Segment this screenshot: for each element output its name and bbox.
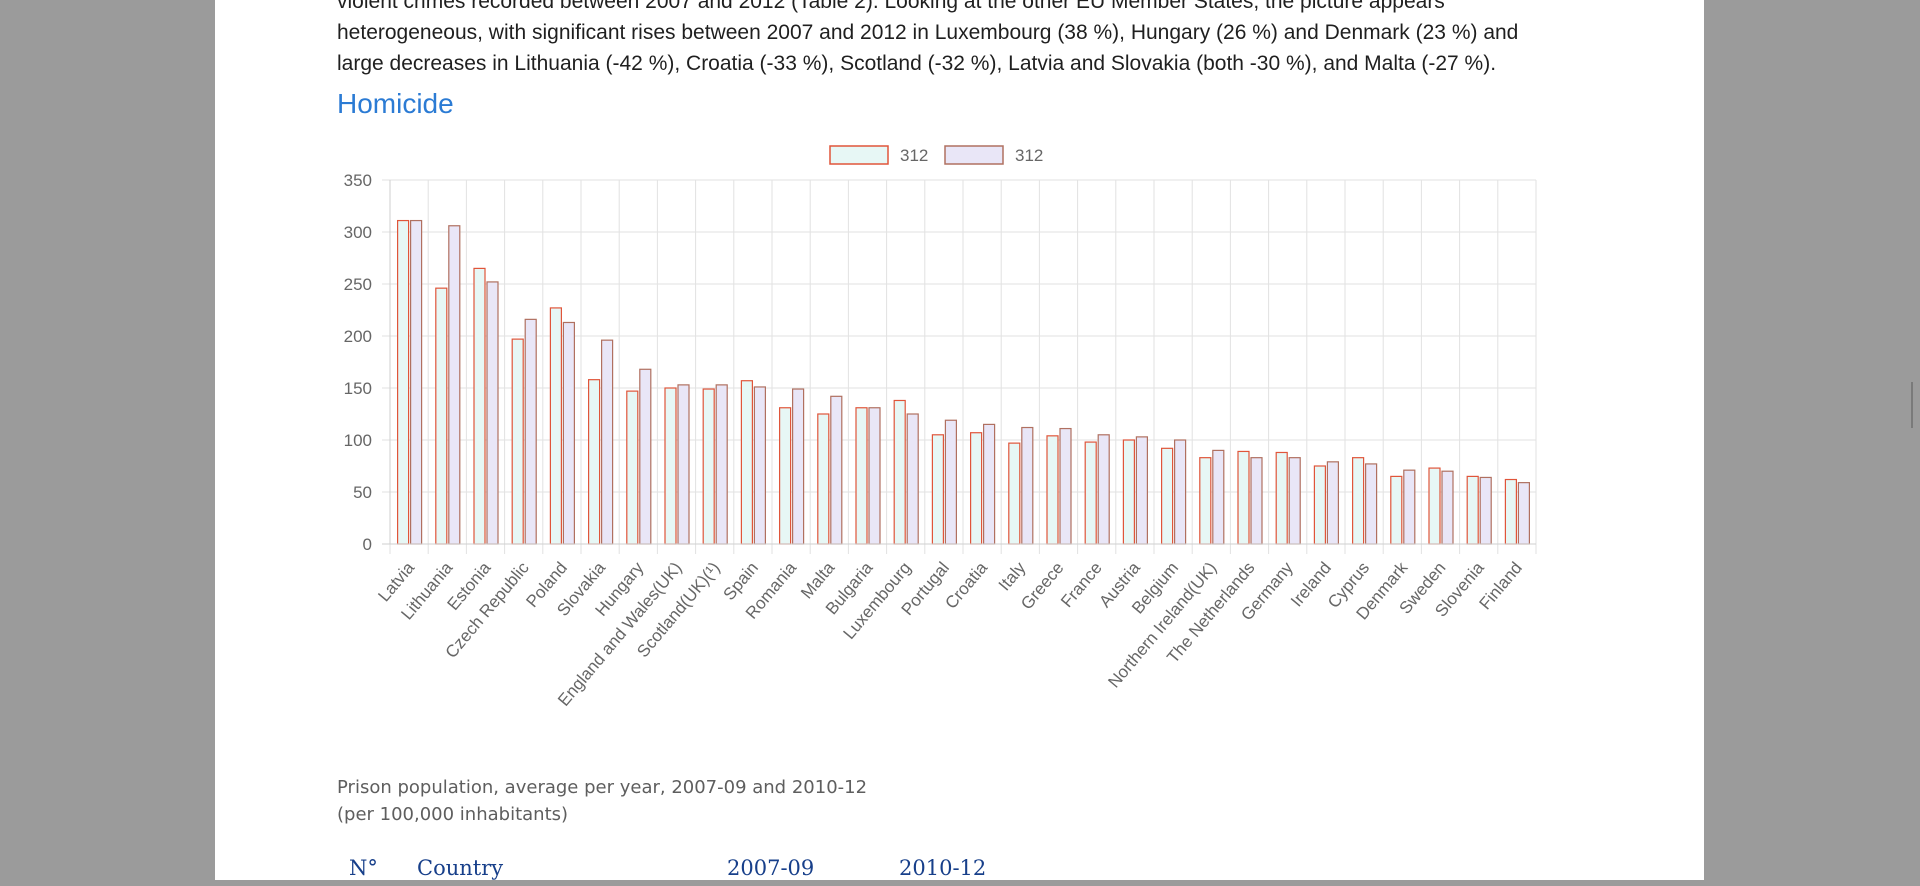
bar bbox=[791, 388, 805, 545]
bar bbox=[1059, 427, 1072, 545]
bar bbox=[1008, 442, 1021, 545]
intro-line: heterogeneous, with significant rises be… bbox=[337, 21, 1519, 44]
intro-line: violent crimes recorded between 2007 and… bbox=[337, 0, 1445, 13]
column-header-country: Country bbox=[417, 856, 504, 880]
x-tick-label: France bbox=[1057, 558, 1106, 611]
bar bbox=[435, 287, 448, 545]
x-tick-label: Italy bbox=[995, 558, 1030, 594]
bar bbox=[664, 387, 677, 545]
document-page: violent crimes recorded between 2007 and… bbox=[215, 0, 1704, 880]
column-header-2007-09: 2007-09 bbox=[727, 856, 815, 880]
intro-paragraph: violent crimes recorded between 2007 and… bbox=[337, 0, 1607, 79]
bar bbox=[1212, 449, 1225, 545]
caption-title: Prison population, average per year, 200… bbox=[337, 777, 868, 798]
bar bbox=[944, 419, 958, 545]
bar bbox=[677, 384, 690, 545]
y-tick-label: 250 bbox=[344, 275, 372, 294]
bar bbox=[1428, 467, 1441, 545]
bar bbox=[1097, 434, 1110, 545]
bar bbox=[1135, 436, 1149, 545]
column-header-number: N° bbox=[349, 856, 378, 880]
bar bbox=[1021, 426, 1034, 545]
y-tick-label: 0 bbox=[363, 535, 372, 554]
y-tick-label: 50 bbox=[353, 483, 372, 502]
bar bbox=[982, 423, 996, 545]
bar bbox=[511, 338, 524, 545]
bar bbox=[1466, 475, 1479, 545]
bar bbox=[588, 379, 601, 545]
bar bbox=[524, 318, 537, 545]
bar bbox=[1237, 450, 1250, 545]
bar bbox=[868, 407, 881, 545]
bar bbox=[1504, 478, 1518, 545]
bar bbox=[830, 395, 843, 545]
bar bbox=[1199, 457, 1212, 545]
bar bbox=[702, 388, 715, 545]
y-tick-label: 200 bbox=[344, 327, 372, 346]
bar bbox=[639, 368, 652, 545]
table-header-row: N° Country 2007-09 2010-12 bbox=[215, 856, 1704, 886]
y-tick-label: 150 bbox=[344, 379, 372, 398]
bar bbox=[1517, 482, 1531, 545]
y-tick-label: 100 bbox=[344, 431, 372, 450]
x-tick-label: Greece bbox=[1017, 558, 1067, 613]
bar bbox=[1441, 470, 1454, 545]
bar bbox=[931, 434, 945, 545]
bar bbox=[715, 384, 728, 545]
x-tick-label: Finland bbox=[1476, 558, 1526, 613]
scrollbar-thumb[interactable] bbox=[1911, 382, 1913, 428]
bar bbox=[1326, 461, 1340, 545]
bar bbox=[601, 339, 614, 545]
bar bbox=[397, 219, 410, 545]
bar bbox=[448, 225, 461, 545]
bar bbox=[1351, 457, 1365, 545]
bar bbox=[817, 413, 830, 545]
x-tick-label: Croatia bbox=[941, 558, 991, 613]
bar bbox=[1275, 451, 1288, 545]
bar bbox=[906, 413, 919, 545]
column-header-2010-12: 2010-12 bbox=[899, 856, 987, 880]
bar bbox=[1250, 457, 1263, 545]
homicide-bar-chart: 050100150200250300350LatviaLithuaniaEsto… bbox=[344, 145, 1537, 710]
bar bbox=[473, 267, 486, 545]
bar bbox=[1479, 476, 1492, 545]
bar bbox=[969, 432, 983, 545]
bar bbox=[410, 219, 423, 545]
caption-subtitle: (per 100,000 inhabitants) bbox=[337, 804, 569, 825]
y-tick-label: 350 bbox=[344, 171, 372, 190]
bar bbox=[855, 407, 868, 545]
bar bbox=[1403, 469, 1416, 545]
y-tick-label: 300 bbox=[344, 223, 372, 242]
bar bbox=[1364, 463, 1378, 545]
bar bbox=[1084, 441, 1097, 545]
table-caption: Prison population, average per year, 200… bbox=[337, 774, 867, 828]
bar bbox=[486, 281, 499, 545]
intro-line: large decreases in Lithuania (-42 %), Cr… bbox=[337, 52, 1497, 75]
legend-label: 312 bbox=[900, 146, 928, 165]
bar bbox=[562, 321, 575, 545]
bar bbox=[1390, 475, 1403, 545]
legend-swatch bbox=[829, 145, 889, 165]
bar bbox=[740, 380, 754, 545]
bar bbox=[1173, 439, 1187, 545]
bar bbox=[778, 407, 792, 545]
bar bbox=[1046, 435, 1059, 545]
bar bbox=[893, 399, 906, 545]
section-title: Homicide bbox=[337, 88, 454, 119]
legend-swatch bbox=[944, 145, 1004, 165]
bar bbox=[1313, 465, 1327, 545]
bar bbox=[1122, 439, 1136, 545]
bar bbox=[626, 390, 639, 545]
bar bbox=[549, 307, 562, 545]
legend-label: 312 bbox=[1015, 146, 1043, 165]
bar bbox=[1160, 447, 1174, 545]
bar bbox=[753, 386, 767, 545]
bar bbox=[1288, 457, 1301, 545]
